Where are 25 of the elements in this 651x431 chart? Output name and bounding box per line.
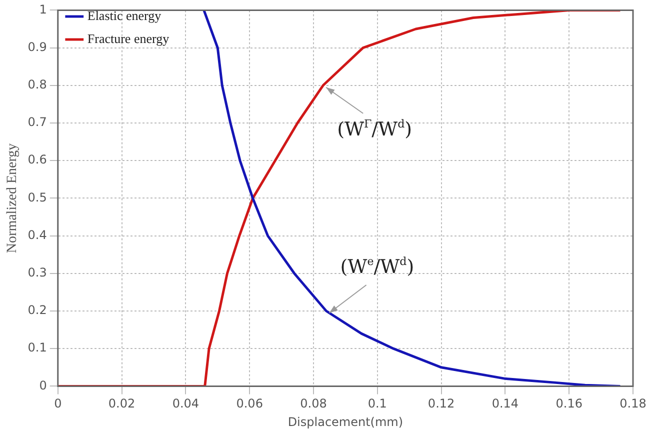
- legend-label: Fracture energy: [87, 30, 170, 46]
- legend-label: Elastic energy: [87, 8, 162, 23]
- x-tick-label: 0.08: [300, 396, 327, 411]
- y-tick-label: 0.1: [28, 340, 47, 355]
- x-tick-label: 0.02: [108, 396, 136, 411]
- y-tick-label: 0.3: [28, 266, 47, 280]
- y-tick-label: 0.2: [28, 303, 47, 318]
- y-tick-label: 0.9: [28, 40, 47, 54]
- x-tick-label: 0: [54, 396, 62, 411]
- x-tick-label: 0.06: [236, 396, 263, 411]
- x-tick-label: 0.16: [556, 396, 582, 411]
- y-tick-label: 0.5: [28, 190, 47, 204]
- y-tick-label: 0: [39, 378, 47, 392]
- y-axis-title: Normalized Energy: [5, 143, 20, 254]
- x-tick-label: 0.04: [172, 396, 200, 411]
- x-tick-label: 0.1: [368, 396, 387, 411]
- y-tick-label: 1: [39, 2, 47, 16]
- y-tick-label: 0.6: [28, 152, 47, 167]
- y-tick-label: 0.8: [28, 78, 47, 92]
- x-axis-title: Displacement(mm): [288, 414, 404, 429]
- x-tick-label: 0.14: [492, 396, 519, 411]
- y-tick-label: 0.7: [28, 115, 47, 130]
- x-tick-label: 0.12: [428, 396, 455, 411]
- y-tick-label: 0.4: [28, 228, 47, 242]
- x-tick-label: 0.18: [620, 396, 646, 411]
